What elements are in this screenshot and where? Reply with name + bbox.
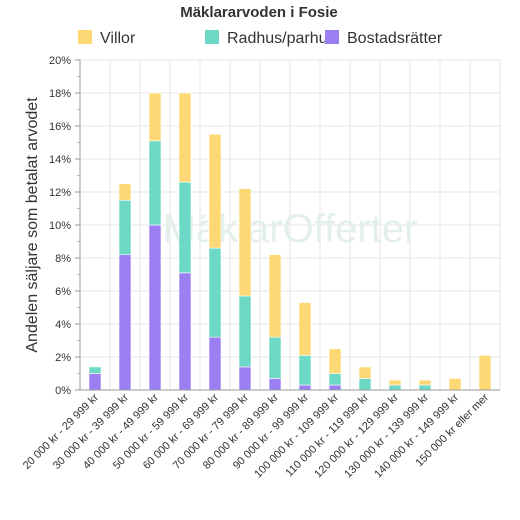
bar-segment-bostadsr-tter <box>178 272 192 391</box>
bar-segment-bostadsr-tter <box>298 384 312 391</box>
grid-layer <box>79 59 501 391</box>
bar-segment-radhus-parhus <box>388 384 402 391</box>
bar-segment-villor <box>298 302 312 356</box>
y-tick-label: 4% <box>55 319 71 331</box>
y-tick-label: 20% <box>49 55 71 67</box>
watermark-text: MäklarOfferter <box>163 207 418 251</box>
legend: Villor Radhus/parhus Bostadsrätter <box>78 30 443 47</box>
bar-segment-villor <box>148 92 162 142</box>
legend-label-villor[interactable]: Villor <box>100 30 136 47</box>
bar-segment-radhus-parhus <box>88 366 102 374</box>
bar-segment-bostadsr-tter <box>208 336 222 391</box>
bar-segment-bostadsr-tter <box>88 373 102 391</box>
bar-segment-radhus-parhus <box>208 247 222 338</box>
chart-title: Mäklararvoden i Fosie <box>180 4 338 21</box>
bar-segment-villor <box>208 133 222 249</box>
y-tick-label: 18% <box>49 88 71 100</box>
bar-segment-radhus-parhus <box>178 181 192 274</box>
legend-swatch-bostadsr-tter[interactable] <box>325 30 339 44</box>
bar-segment-villor <box>358 366 372 379</box>
bar-segment-radhus-parhus <box>118 199 132 256</box>
legend-swatch-radhus-parhus[interactable] <box>205 30 219 44</box>
y-tick-label: 10% <box>49 220 71 232</box>
bars-layer <box>88 92 492 391</box>
y-axis-label: Andelen säljare som betalat arvodet <box>24 97 41 353</box>
bar-segment-radhus-parhus <box>268 336 282 379</box>
axis-layer: 0%2%4%6%8%10%12%14%16%18%20%20 000 kr - … <box>21 55 500 481</box>
bar-segment-bostadsr-tter <box>148 224 162 391</box>
bar-segment-villor <box>178 92 192 183</box>
bar-segment-villor <box>238 188 252 297</box>
bar-segment-villor <box>268 254 282 338</box>
bar-segment-radhus-parhus <box>418 384 432 391</box>
bar-segment-radhus-parhus <box>238 295 252 368</box>
bar-segment-bostadsr-tter <box>268 378 282 391</box>
bar-segment-villor <box>118 183 132 201</box>
y-tick-label: 6% <box>55 286 71 298</box>
bar-segment-bostadsr-tter <box>118 254 132 391</box>
bar-segment-radhus-parhus <box>328 373 342 386</box>
bar-segment-villor <box>478 355 492 391</box>
bar-segment-radhus-parhus <box>148 140 162 226</box>
y-tick-label: 0% <box>55 385 71 397</box>
legend-label-bostadsr-tter[interactable]: Bostadsrätter <box>347 30 443 47</box>
y-tick-label: 14% <box>49 154 71 166</box>
legend-swatch-villor[interactable] <box>78 30 92 44</box>
legend-label-radhus-parhus[interactable]: Radhus/parhus <box>227 30 336 47</box>
bar-segment-villor <box>418 379 432 386</box>
bar-segment-villor <box>448 378 462 391</box>
y-tick-label: 12% <box>49 187 71 199</box>
bar-segment-bostadsr-tter <box>328 384 342 391</box>
bar-segment-villor <box>328 348 342 374</box>
y-tick-label: 16% <box>49 121 71 133</box>
bar-segment-villor <box>388 379 402 386</box>
bar-segment-radhus-parhus <box>358 378 372 391</box>
y-tick-label: 8% <box>55 253 71 265</box>
y-tick-label: 2% <box>55 352 71 364</box>
bar-segment-radhus-parhus <box>298 355 312 386</box>
bar-segment-bostadsr-tter <box>238 366 252 391</box>
